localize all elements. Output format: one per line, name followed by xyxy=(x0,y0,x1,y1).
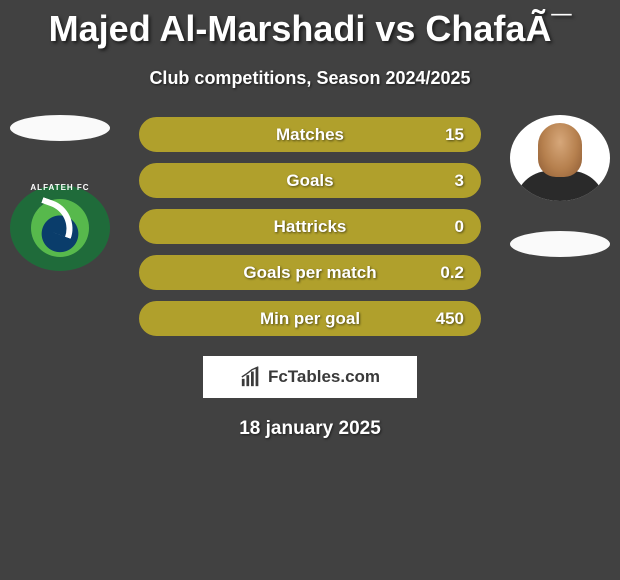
right-club-placeholder xyxy=(510,231,610,257)
branding-text: FcTables.com xyxy=(268,367,380,387)
chart-icon xyxy=(240,366,262,388)
stat-value: 3 xyxy=(455,171,464,191)
stat-value: 15 xyxy=(445,125,464,145)
stat-value: 450 xyxy=(436,309,464,329)
badge-text: ALFATEH FC xyxy=(10,183,110,192)
page-title: Majed Al-Marshadi vs ChafaÃ¯ xyxy=(0,0,620,50)
stat-label: Min per goal xyxy=(260,309,360,329)
footer-date: 18 january 2025 xyxy=(0,418,620,440)
comparison-panel: ALFATEH FC Matches 15 Goals 3 Hattricks … xyxy=(0,117,620,440)
right-player-avatar xyxy=(510,115,610,201)
stat-label: Matches xyxy=(276,125,344,145)
branding-box[interactable]: FcTables.com xyxy=(203,356,417,398)
left-player-column: ALFATEH FC xyxy=(10,115,110,271)
right-player-column xyxy=(510,115,610,257)
stat-value: 0 xyxy=(455,217,464,237)
stat-label: Goals xyxy=(286,171,333,191)
page-subtitle: Club competitions, Season 2024/2025 xyxy=(0,68,620,89)
stats-list: Matches 15 Goals 3 Hattricks 0 Goals per… xyxy=(139,117,481,336)
stat-row-hattricks: Hattricks 0 xyxy=(139,209,481,244)
left-club-badge: ALFATEH FC xyxy=(10,185,110,271)
stat-row-goals: Goals 3 xyxy=(139,163,481,198)
stat-row-goals-per-match: Goals per match 0.2 xyxy=(139,255,481,290)
left-player-placeholder xyxy=(10,115,110,141)
stat-row-matches: Matches 15 xyxy=(139,117,481,152)
stat-label: Hattricks xyxy=(274,217,347,237)
stat-value: 0.2 xyxy=(440,263,464,283)
stat-row-min-per-goal: Min per goal 450 xyxy=(139,301,481,336)
stat-label: Goals per match xyxy=(243,263,376,283)
